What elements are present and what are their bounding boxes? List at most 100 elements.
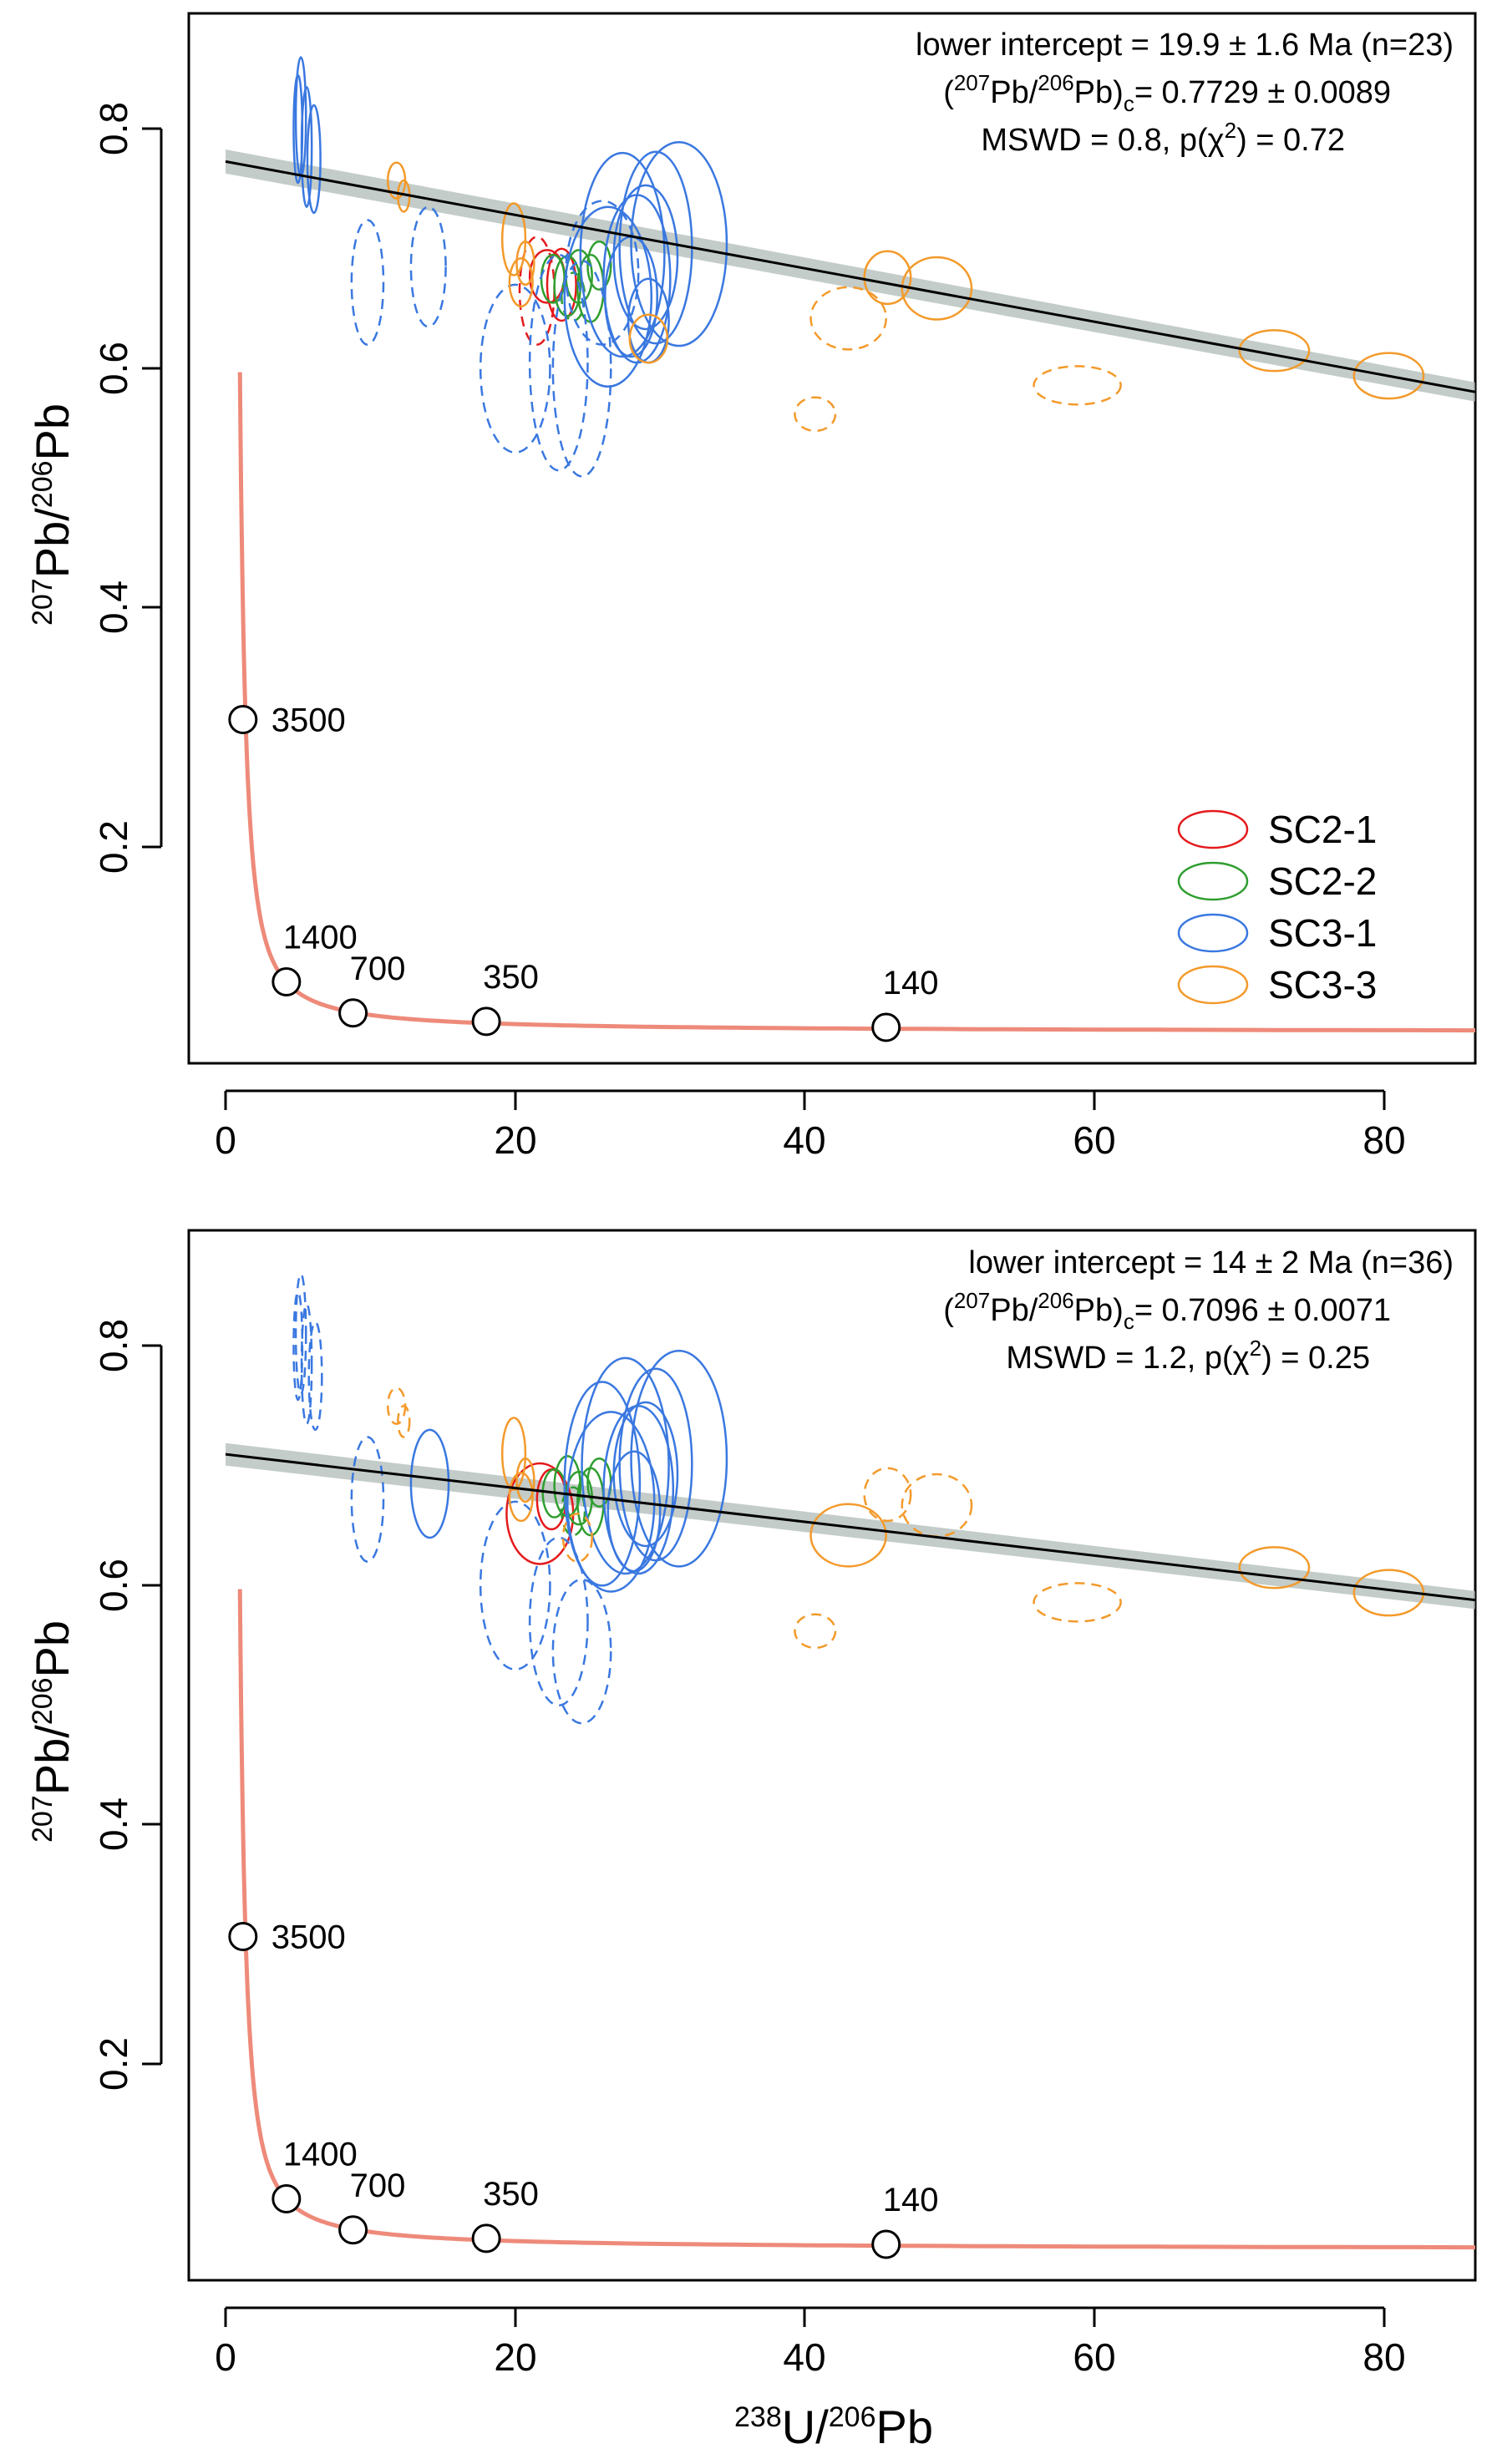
lower-ellipse-sc3-1-5 bbox=[409, 1428, 450, 1539]
lower-x-tick-label-1: 20 bbox=[494, 2335, 536, 2379]
lower-x-tick-label-4: 80 bbox=[1363, 2335, 1405, 2379]
x-axis-title: 238U/206Pb bbox=[734, 2401, 933, 2453]
legend-label-sc3-1: SC3-1 bbox=[1268, 911, 1377, 955]
upper-age-marker-3500: 3500 bbox=[228, 702, 346, 738]
lower-concordia-curve bbox=[237, 1589, 1475, 2250]
upper-y-tick-3: 0.8 bbox=[92, 102, 161, 155]
upper-x-tick-3: 60 bbox=[1073, 1091, 1116, 1162]
lower-x-tick-0: 0 bbox=[215, 2308, 236, 2379]
lower-ellipse-sc3-1-14 bbox=[618, 1367, 693, 1562]
legend-item-sc3-1: SC3-1 bbox=[1177, 911, 1377, 955]
upper-ellipse-sc3-1-11 bbox=[579, 151, 666, 358]
upper-ellipse-sc3-3-4 bbox=[515, 241, 535, 286]
upper-x-tick-4: 80 bbox=[1363, 1091, 1406, 1162]
upper-y-tick-2: 0.6 bbox=[92, 342, 161, 395]
lower-ellipse-sc3-1-11 bbox=[581, 1356, 670, 1575]
upper-age-marker-circle-3500 bbox=[228, 704, 258, 734]
lower-x-tick-3: 60 bbox=[1073, 2308, 1116, 2379]
upper-y-tick-label-0: 0.2 bbox=[92, 820, 135, 874]
lower-ellipse-sc3-3-5 bbox=[561, 1513, 593, 1563]
lower-ellipse-sc3-3-3 bbox=[508, 1472, 534, 1523]
lower-ellipse-sc3-1-2 bbox=[307, 1321, 323, 1432]
upper-ellipse-sc3-3-9 bbox=[901, 256, 973, 321]
lower-ellipse-sc3-1-16 bbox=[606, 1450, 662, 1573]
lower-y-tick-label-2: 0.6 bbox=[92, 1559, 135, 1612]
legend-item-sc2-1: SC2-1 bbox=[1177, 808, 1377, 851]
upper-ellipse-sc3-1-13 bbox=[612, 184, 679, 331]
upper-y-tick-label-3: 0.8 bbox=[92, 102, 135, 155]
upper-regression-line-group bbox=[225, 160, 1475, 393]
upper-age-label-700: 700 bbox=[350, 951, 406, 987]
lower-y-tick-label-3: 0.8 bbox=[92, 1319, 135, 1372]
lower-annotation-line-1: lower intercept = 14 ± 2 Ma (n=36) bbox=[968, 1245, 1454, 1280]
lower-age-marker-circle-3500 bbox=[228, 1921, 258, 1951]
lower-age-marker-140: 140 bbox=[871, 2182, 939, 2259]
upper-age-marker-1400: 1400 bbox=[271, 920, 358, 997]
upper-x-tick-label-0: 0 bbox=[215, 1118, 236, 1162]
upper-ellipse-sc2-1-1 bbox=[546, 247, 577, 322]
lower-x-tick-label-2: 40 bbox=[783, 2335, 825, 2379]
upper-ellipse-sc3-3-12 bbox=[1352, 352, 1425, 400]
upper-age-marker-circle-700 bbox=[338, 998, 368, 1028]
upper-age-marker-circle-350 bbox=[471, 1006, 501, 1037]
upper-x-tick-label-1: 20 bbox=[494, 1118, 536, 1162]
upper-ellipse-sc3-3-6 bbox=[794, 396, 837, 433]
lower-y-tick-3: 0.8 bbox=[92, 1319, 161, 1372]
lower-x-tick-1: 20 bbox=[494, 2308, 537, 2379]
upper-plot-frame bbox=[187, 12, 1477, 1065]
lower-x-tick-label-3: 60 bbox=[1073, 2335, 1115, 2379]
lower-ellipse-sc3-1-0 bbox=[294, 1273, 307, 1396]
upper-annotation-line-1: lower intercept = 19.9 ± 1.6 Ma (n=23) bbox=[916, 28, 1454, 63]
upper-x-tick-label-3: 60 bbox=[1073, 1118, 1115, 1162]
legend-marker-sc3-3 bbox=[1177, 965, 1249, 1005]
lower-y-tick-0: 0.2 bbox=[92, 2037, 161, 2091]
upper-ellipse-sc2-2-5 bbox=[586, 241, 612, 291]
lower-y-tick-1: 0.4 bbox=[92, 1797, 161, 1851]
lower-y-tick-2: 0.6 bbox=[92, 1559, 161, 1612]
legend-marker-sc2-2 bbox=[1177, 861, 1249, 901]
lower-regression-line bbox=[225, 1453, 1475, 1602]
lower-annotation-line-3: MSWD = 1.2, p(χ2) = 0.25 bbox=[1006, 1336, 1370, 1376]
lower-plot: 0.2 0.4 0.6 0.8 207Pb/206Pb 0 20 40 bbox=[26, 1229, 1477, 2453]
lower-x-tick-4: 80 bbox=[1363, 2308, 1406, 2379]
lower-ellipse-sc3-3-1 bbox=[397, 1404, 411, 1438]
legend: SC2-1 SC2-2 SC3-1 SC3-3 bbox=[1177, 808, 1377, 1006]
upper-plot: 0.2 0.4 0.6 0.8 207Pb/206Pb 0 20 40 bbox=[26, 12, 1477, 1162]
legend-marker-sc2-1 bbox=[1177, 809, 1249, 849]
upper-ellipse-sc3-1-8 bbox=[551, 259, 612, 478]
upper-annotation-line-2: (207Pb/206Pb)c= 0.7729 ± 0.0089 bbox=[943, 70, 1391, 116]
upper-age-marker-circle-1400 bbox=[271, 967, 302, 997]
upper-x-tick-1: 20 bbox=[494, 1091, 537, 1162]
lower-ellipse-sc3-3-10 bbox=[1033, 1582, 1122, 1623]
upper-ellipse-sc3-1-3 bbox=[292, 74, 304, 185]
upper-x-tick-2: 40 bbox=[783, 1091, 826, 1162]
lower-age-marker-700: 700 bbox=[338, 2167, 406, 2245]
upper-ellipse-sc3-1-10 bbox=[563, 205, 653, 388]
lower-age-label-3500: 3500 bbox=[271, 1919, 346, 1955]
lower-ellipse-sc3-3-7 bbox=[809, 1503, 887, 1568]
lower-age-label-140: 140 bbox=[883, 2182, 939, 2218]
lower-age-marker-350: 350 bbox=[471, 2176, 539, 2254]
lower-x-tick-label-0: 0 bbox=[215, 2335, 236, 2379]
upper-x-tick-0: 0 bbox=[215, 1091, 236, 1162]
legend-item-sc2-2: SC2-2 bbox=[1177, 859, 1377, 903]
lower-concordia-group bbox=[237, 1589, 1475, 2250]
upper-y-tick-label-1: 0.4 bbox=[92, 581, 135, 634]
upper-ellipse-sc3-1-6 bbox=[479, 283, 551, 454]
lower-age-marker-3500: 3500 bbox=[228, 1919, 346, 1955]
upper-age-marker-350: 350 bbox=[471, 959, 539, 1037]
upper-ellipse-sc3-1-2 bbox=[306, 104, 322, 215]
upper-ellipse-sc3-1-15 bbox=[630, 141, 728, 347]
lower-ellipse-sc3-1-12 bbox=[602, 1404, 675, 1575]
lower-y-tick-label-1: 0.4 bbox=[92, 1797, 135, 1851]
legend-label-sc2-1: SC2-1 bbox=[1268, 808, 1377, 851]
lower-age-marker-circle-1400 bbox=[271, 2184, 302, 2214]
upper-ellipse-sc3-1-4 bbox=[350, 219, 385, 346]
lower-ellipse-sc3-1-3 bbox=[292, 1290, 304, 1402]
upper-data-ellipses bbox=[292, 56, 1425, 478]
upper-y-axis-title: 207Pb/206Pb bbox=[26, 403, 79, 626]
lower-age-label-700: 700 bbox=[350, 2167, 406, 2204]
